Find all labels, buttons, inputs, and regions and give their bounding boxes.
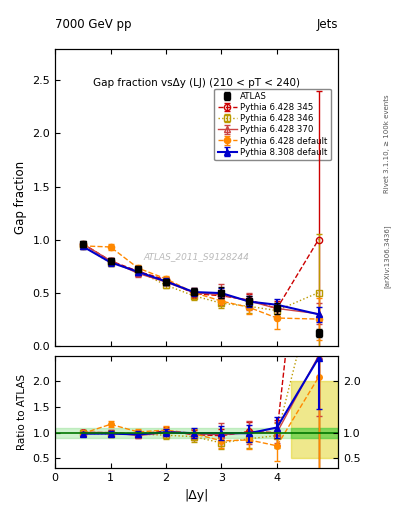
Text: Jets: Jets <box>316 18 338 31</box>
Text: Rivet 3.1.10, ≥ 100k events: Rivet 3.1.10, ≥ 100k events <box>384 94 390 193</box>
X-axis label: |Δy|: |Δy| <box>184 489 209 502</box>
Text: [arXiv:1306.3436]: [arXiv:1306.3436] <box>384 224 391 288</box>
Bar <box>291 381 338 458</box>
Legend: ATLAS, Pythia 6.428 345, Pythia 6.428 346, Pythia 6.428 370, Pythia 6.428 defaul: ATLAS, Pythia 6.428 345, Pythia 6.428 34… <box>214 89 331 160</box>
Text: Gap fraction vsΔy (LJ) (210 < pT < 240): Gap fraction vsΔy (LJ) (210 < pT < 240) <box>93 78 300 89</box>
Y-axis label: Ratio to ATLAS: Ratio to ATLAS <box>17 374 27 450</box>
Text: 7000 GeV pp: 7000 GeV pp <box>55 18 132 31</box>
Y-axis label: Gap fraction: Gap fraction <box>14 161 27 233</box>
Bar <box>55 428 338 438</box>
Text: ATLAS_2011_S9128244: ATLAS_2011_S9128244 <box>143 252 250 261</box>
Bar <box>291 428 338 438</box>
